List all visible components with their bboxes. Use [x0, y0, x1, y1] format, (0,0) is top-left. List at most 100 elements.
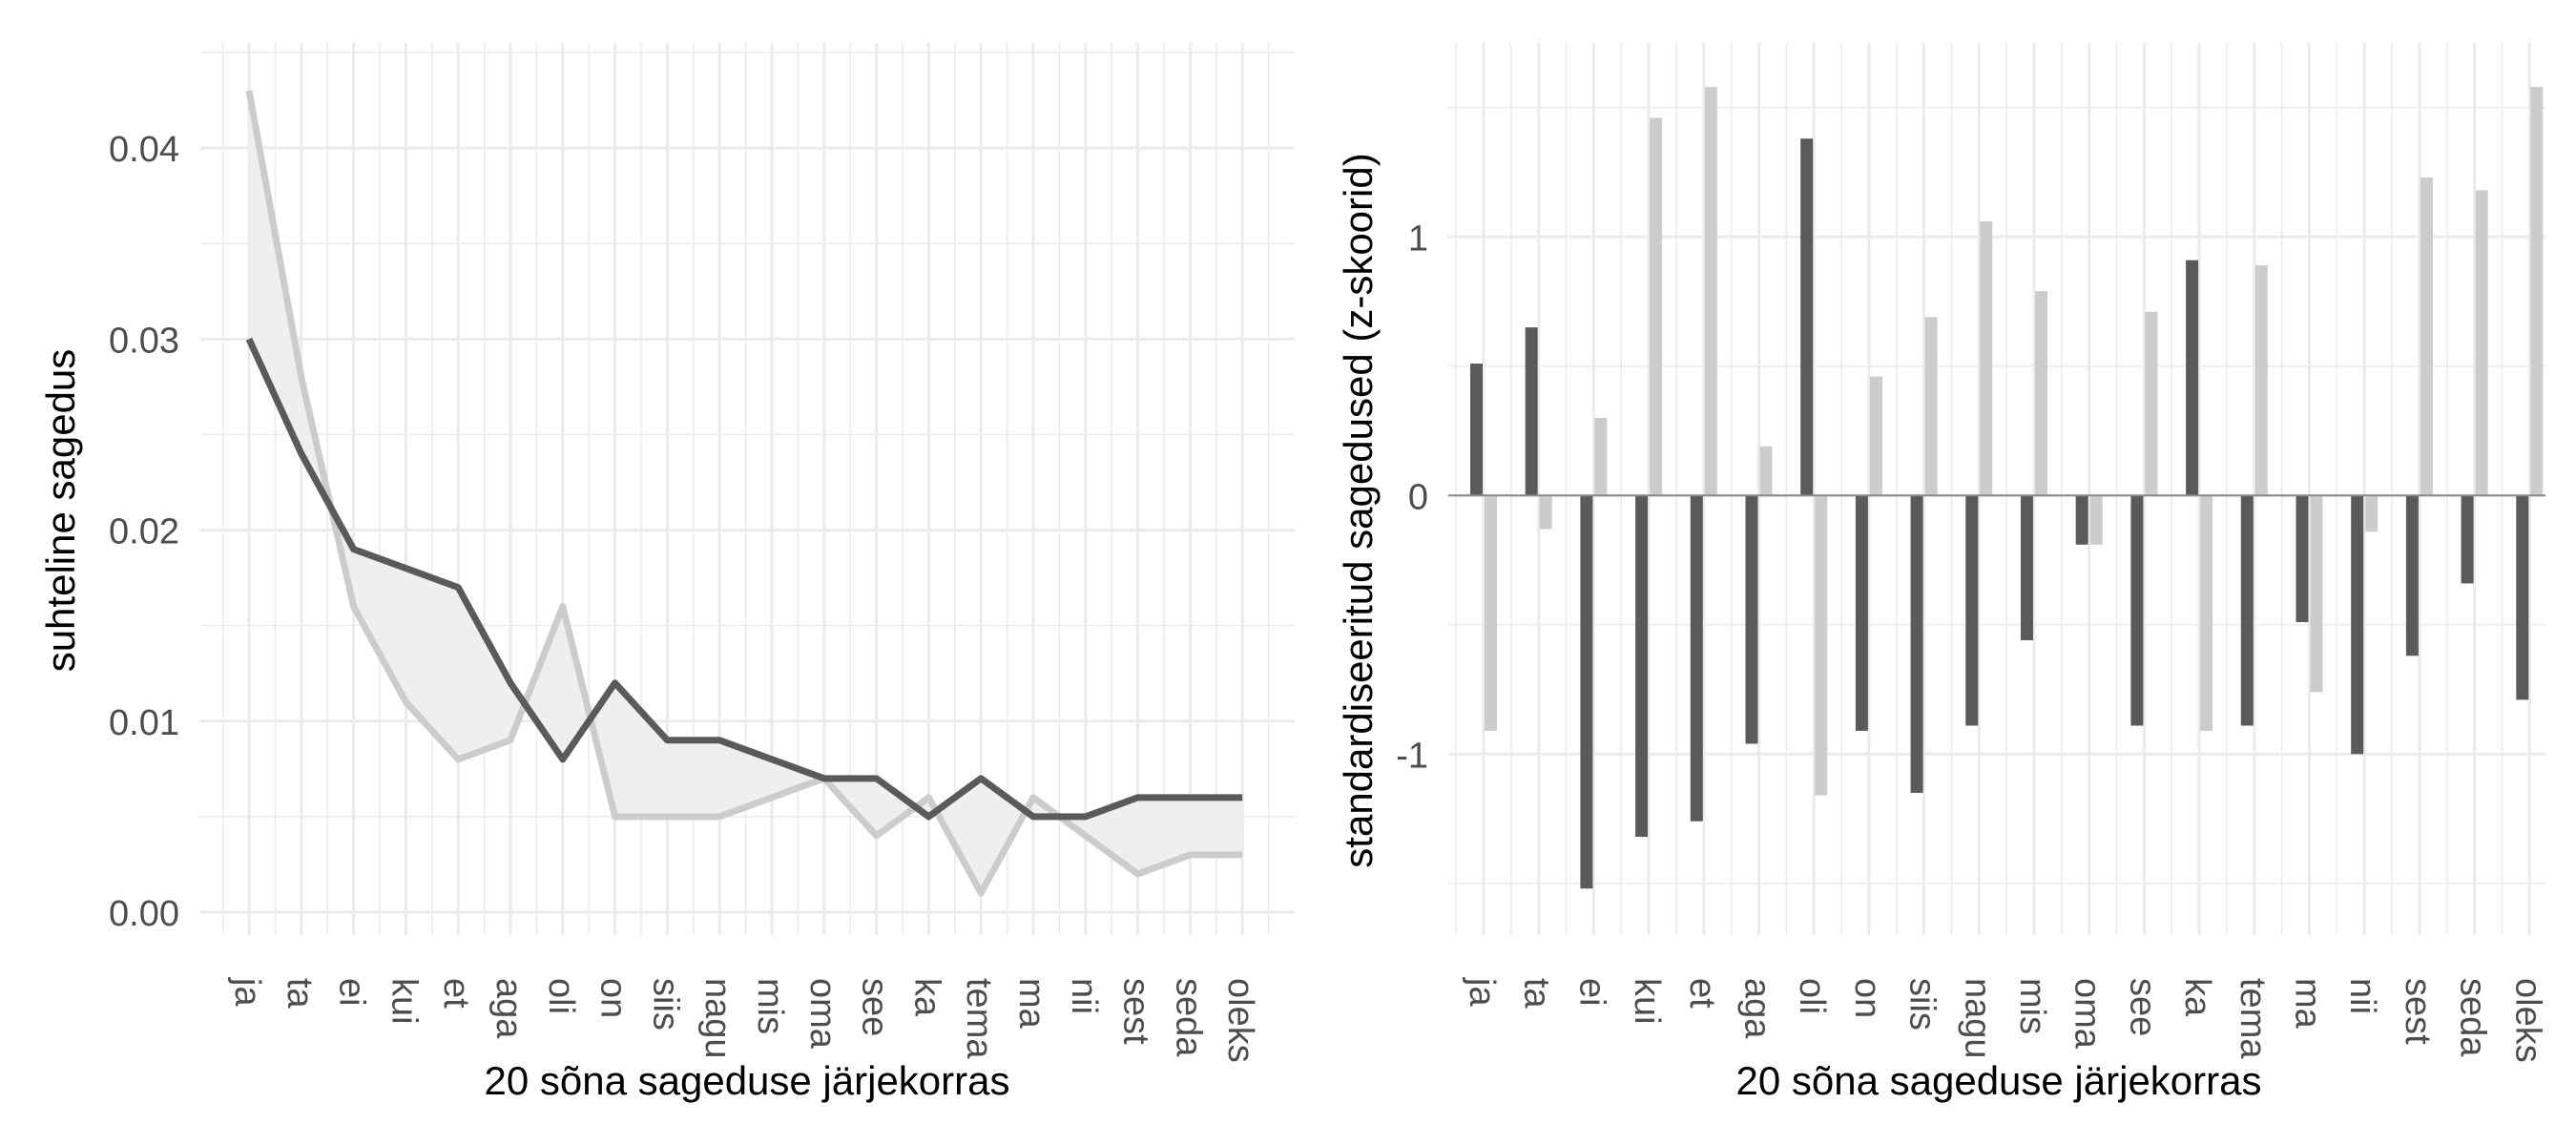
bar-light	[1815, 495, 1828, 796]
right-x-tick-label: ma	[2288, 978, 2328, 1030]
shaded-difference-area	[249, 91, 1243, 893]
bar-light	[1980, 221, 1993, 496]
left-x-tick-label: aga	[488, 978, 529, 1039]
right-x-tick-label: seda	[2453, 978, 2493, 1057]
bar-dark	[2351, 495, 2364, 755]
left-x-tick-label: ja	[227, 977, 267, 1007]
bar-light	[2310, 495, 2323, 693]
right-y-tick-label: 1	[1408, 219, 1428, 259]
right-chart-panel: -101 ja ta ei kui et aga oli on siis nagu mis oma se…	[1336, 43, 2547, 1103]
left-y-tick-label: 0.04	[109, 130, 179, 170]
bar-dark	[1800, 138, 1814, 496]
right-gridlines	[1448, 43, 2545, 935]
bar-dark	[1580, 495, 1593, 889]
right-x-tick-label: oma	[2067, 978, 2108, 1050]
left-x-tick-label: ei	[332, 978, 372, 1007]
left-chart-marks	[245, 90, 1243, 897]
series-line-dark	[245, 337, 1243, 821]
bar-light	[1924, 317, 1938, 496]
left-chart-panel: 0.00 0.01 0.02 0.03 0.04 ja ta ei kui et aga oli on…	[38, 43, 1295, 1103]
left-x-tick-label: ma	[1011, 978, 1051, 1030]
bar-dark	[2405, 495, 2419, 656]
bar-dark	[1855, 495, 1868, 731]
left-x-tick-labels: ja ta ei kui et aga oli on siis nagu mis oma see ka te…	[227, 977, 1260, 1063]
right-x-tick-label: oli	[1792, 978, 1832, 1014]
bar-light	[1650, 117, 1663, 496]
bar-light	[1539, 495, 1552, 530]
left-x-tick-label: oli	[541, 978, 581, 1014]
right-y-tick-label: 0	[1408, 477, 1428, 517]
bar-dark	[2130, 495, 2144, 726]
left-x-tick-label: nagu	[697, 978, 737, 1059]
bar-light	[1704, 87, 1717, 496]
left-y-tick-label: 0.03	[109, 321, 179, 361]
left-x-tick-label: seda	[1168, 978, 1208, 1057]
right-y-axis-label: standardiseeritud sagedused (z-skoorid)	[1336, 153, 1381, 867]
right-x-tick-label: ka	[2177, 978, 2217, 1017]
bar-light	[2035, 291, 2047, 496]
bar-light	[2254, 265, 2268, 496]
series-line-light	[245, 90, 1243, 897]
left-x-tick-label: ta	[280, 978, 320, 1010]
right-x-tick-labels: ja ta ei kui et aga oli on siis nagu mis oma see ka te…	[1462, 977, 2547, 1063]
bar-dark	[2296, 495, 2309, 623]
bar-dark	[1690, 495, 1703, 822]
left-y-tick-label: 0.02	[109, 512, 179, 552]
bar-dark	[1470, 364, 1483, 496]
bar-light	[2200, 495, 2213, 731]
bar-light	[2475, 190, 2488, 496]
left-y-tick-label: 0.00	[109, 894, 179, 934]
right-x-tick-label: ei	[1571, 978, 1611, 1007]
left-x-axis-label: 20 sõna sageduse järjekorras	[484, 1058, 1009, 1103]
right-x-tick-label: ta	[1517, 978, 1557, 1010]
bar-light	[2530, 87, 2544, 496]
bar-dark	[2021, 495, 2033, 641]
bar-dark	[1910, 495, 1923, 793]
right-x-tick-label: et	[1682, 978, 1722, 1009]
left-x-tick-label: see	[855, 978, 895, 1036]
left-y-tick-label: 0.01	[109, 703, 179, 743]
right-x-tick-label: on	[1847, 978, 1887, 1018]
right-x-tick-label: oleks	[2507, 978, 2547, 1063]
right-y-tick-labels: -1 0 1	[1396, 219, 1428, 776]
right-x-tick-label: tema	[2233, 978, 2273, 1059]
right-x-tick-label: aga	[1737, 978, 1777, 1039]
right-x-tick-label: siis	[1902, 978, 1942, 1030]
right-x-axis-label: 20 sõna sageduse järjekorras	[1735, 1058, 2261, 1103]
left-y-axis-label: suhteline sagedus	[38, 349, 83, 673]
bar-dark	[1965, 495, 1979, 726]
left-x-tick-label: sest	[1116, 978, 1156, 1045]
bar-light	[2420, 177, 2433, 496]
right-x-tick-label: mis	[2012, 978, 2052, 1034]
bar-dark	[1525, 327, 1538, 496]
left-x-tick-label: et	[436, 978, 476, 1009]
bar-light	[1869, 376, 1882, 496]
right-x-tick-label: nii	[2342, 978, 2382, 1014]
left-x-tick-label: siis	[645, 978, 685, 1030]
right-x-tick-label: sest	[2398, 978, 2438, 1045]
bar-dark	[2516, 495, 2529, 700]
left-x-tick-label: nii	[1064, 978, 1104, 1014]
bar-light	[1485, 495, 1497, 731]
right-x-tick-label: see	[2122, 978, 2162, 1036]
bar-dark	[1745, 495, 1758, 744]
left-x-tick-label: mis	[750, 978, 790, 1034]
bar-light	[2365, 495, 2379, 532]
right-chart-marks	[1448, 87, 2545, 889]
bar-dark	[2186, 260, 2199, 496]
bar-dark	[2461, 495, 2474, 584]
bar-dark	[1635, 495, 1649, 838]
left-x-tick-label: kui	[384, 978, 424, 1025]
right-x-tick-label: nagu	[1957, 978, 1997, 1059]
right-x-tick-label: kui	[1627, 978, 1667, 1025]
bar-dark	[2240, 495, 2254, 726]
right-x-tick-label: ja	[1462, 977, 1502, 1007]
bar-light	[2089, 495, 2103, 545]
bar-light	[2145, 311, 2158, 496]
left-x-tick-label: oleks	[1220, 978, 1260, 1063]
right-y-tick-label: -1	[1396, 736, 1428, 776]
bar-light	[1759, 446, 1773, 496]
left-x-tick-label: on	[593, 978, 634, 1018]
left-x-tick-label: tema	[959, 978, 999, 1059]
